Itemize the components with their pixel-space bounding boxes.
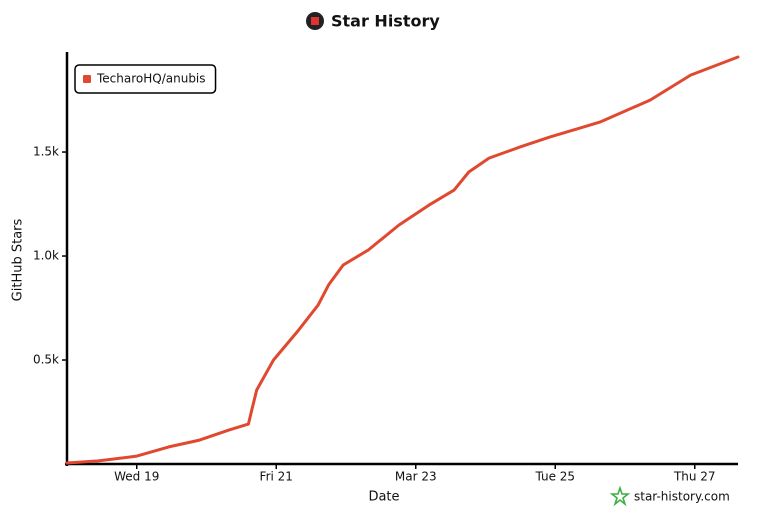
series-line [65,55,740,465]
legend-label: TecharoHQ/anubis [96,72,206,86]
x-tick-label: Tue 25 [534,470,575,484]
x-tick-label: Mar 23 [395,470,437,484]
legend-box [74,64,217,94]
watermark-icon [609,485,631,507]
logo-mark [311,17,319,25]
chart-title: Star History [331,12,440,31]
y-tick-label: 1.5k [33,145,59,159]
y-axis-label: GitHub Stars [11,218,26,301]
legend-swatch [83,75,91,83]
watermark: star-history.com [634,490,730,504]
x-tick-label: Fri 21 [260,470,293,484]
x-tick-label: Thu 27 [673,470,716,484]
y-tick-label: 1.0k [33,249,59,263]
x-axis-label: Date [368,490,399,505]
x-tick-label: Wed 19 [114,470,159,484]
y-tick-label: 0.5k [33,353,59,367]
